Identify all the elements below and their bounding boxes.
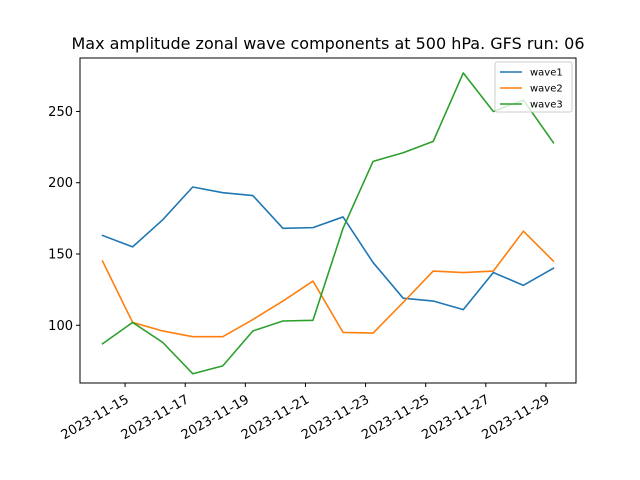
legend-box — [494, 61, 573, 113]
series-line-wave3 — [101, 72, 555, 375]
x-tick-label: 2023-11-29 — [480, 392, 553, 443]
x-tick-label: 2023-11-19 — [179, 392, 252, 443]
x-tick-label: 2023-11-15 — [59, 392, 132, 443]
y-tick-label: 250 — [48, 105, 73, 120]
legend: wave1 wave2 wave3 — [494, 61, 573, 113]
legend-label-wave2: wave2 — [530, 84, 563, 95]
x-tick-label: 2023-11-21 — [239, 392, 312, 443]
axis-ticks: 1001502002502023-11-152023-11-172023-11-… — [48, 105, 552, 443]
plot-frame — [79, 57, 577, 384]
x-tick-label: 2023-11-27 — [419, 392, 492, 443]
x-tick-label: 2023-11-23 — [299, 392, 372, 443]
legend-label-wave3: wave3 — [530, 100, 563, 111]
y-tick-label: 200 — [48, 176, 73, 191]
series-line-wave1 — [101, 186, 555, 311]
series-line-wave2 — [101, 230, 555, 338]
x-tick-label: 2023-11-25 — [359, 392, 432, 443]
y-tick-label: 100 — [48, 319, 73, 334]
series-lines — [101, 72, 555, 375]
x-tick-label: 2023-11-17 — [119, 392, 192, 443]
y-tick-label: 150 — [48, 247, 73, 262]
legend-label-wave1: wave1 — [530, 68, 563, 79]
chart-title: Max amplitude zonal wave components at 5… — [71, 34, 584, 53]
